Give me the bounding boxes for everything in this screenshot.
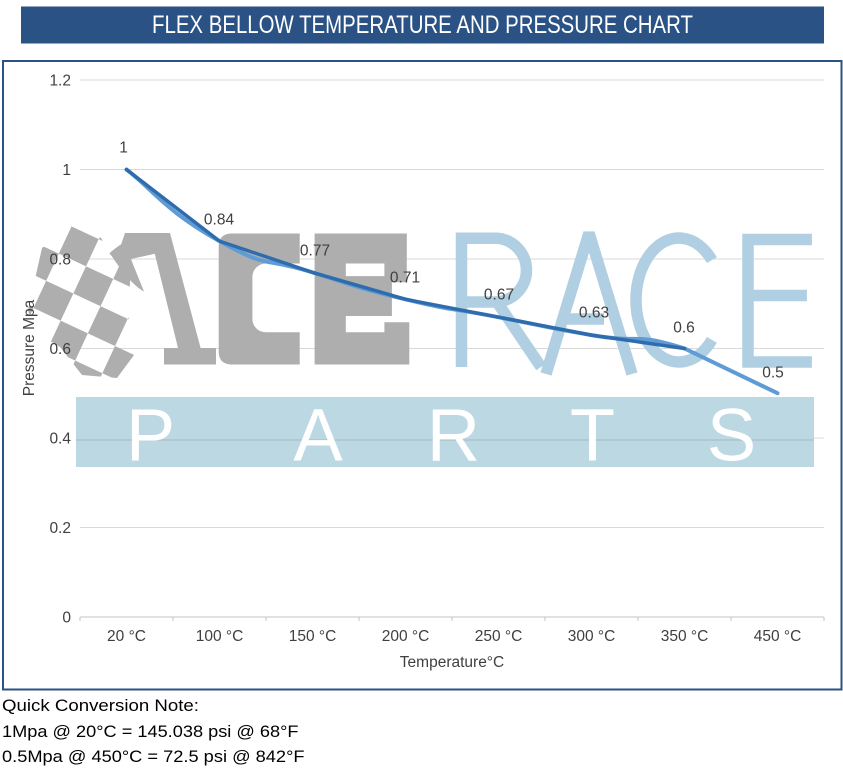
- svg-text:0.84: 0.84: [204, 212, 235, 229]
- svg-text:250 °C: 250 °C: [475, 628, 523, 645]
- svg-text:T: T: [570, 394, 615, 477]
- svg-text:0.71: 0.71: [390, 270, 420, 287]
- svg-text:1Mpa @ 20°C = 145.038 psi @ 68: 1Mpa @ 20°C = 145.038 psi @ 68°F: [2, 722, 299, 741]
- svg-text:100 °C: 100 °C: [196, 628, 244, 645]
- svg-text:1: 1: [62, 162, 71, 179]
- svg-text:0.67: 0.67: [484, 287, 514, 304]
- svg-text:0.4: 0.4: [49, 431, 71, 448]
- svg-text:300 °C: 300 °C: [568, 628, 616, 645]
- svg-text:FLEX BELLOW TEMPERATURE AND PR: FLEX BELLOW TEMPERATURE AND PRESSURE CHA…: [152, 11, 693, 39]
- svg-text:S: S: [707, 394, 756, 477]
- svg-text:0.5: 0.5: [762, 365, 784, 382]
- svg-text:0.6: 0.6: [49, 341, 71, 358]
- svg-text:350 °C: 350 °C: [661, 628, 709, 645]
- svg-text:0.2: 0.2: [49, 520, 71, 537]
- svg-text:P: P: [126, 394, 175, 477]
- svg-text:0.63: 0.63: [579, 305, 609, 322]
- svg-text:450 °C: 450 °C: [754, 628, 802, 645]
- svg-text:0.6: 0.6: [673, 320, 695, 337]
- svg-text:0.77: 0.77: [300, 243, 330, 260]
- svg-text:20 °C: 20 °C: [107, 628, 146, 645]
- svg-text:1.2: 1.2: [49, 73, 71, 90]
- svg-text:Quick Conversion Note:: Quick Conversion Note:: [2, 696, 199, 715]
- svg-text:A: A: [293, 394, 343, 477]
- svg-text:0.8: 0.8: [49, 252, 71, 269]
- svg-text:Temperature°C: Temperature°C: [400, 654, 504, 671]
- svg-text:1: 1: [119, 140, 128, 157]
- svg-text:R: R: [427, 394, 480, 477]
- svg-text:0: 0: [62, 610, 71, 627]
- svg-text:200 °C: 200 °C: [382, 628, 430, 645]
- svg-text:Pressure Mpa: Pressure Mpa: [21, 299, 38, 396]
- svg-text:150 °C: 150 °C: [289, 628, 337, 645]
- svg-text:0.5Mpa @ 450°C = 72.5 psi @ 84: 0.5Mpa @ 450°C = 72.5 psi @ 842°F: [2, 747, 305, 766]
